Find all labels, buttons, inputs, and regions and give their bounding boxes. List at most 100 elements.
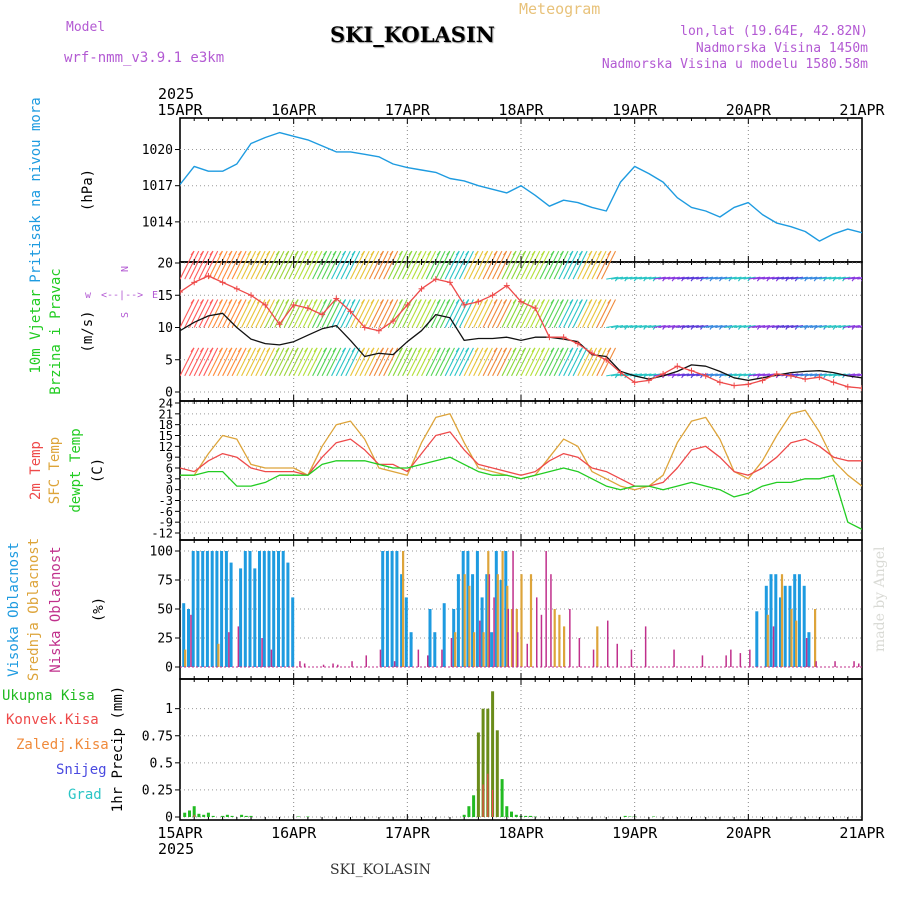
wind-arrowhead <box>190 299 195 304</box>
total-precip-bar <box>514 814 518 817</box>
wind-arrow <box>724 276 737 280</box>
wind-arrow <box>648 276 661 280</box>
wind-arrow <box>511 299 527 328</box>
wind-arrow <box>241 347 257 377</box>
y-tick-label: 15 <box>159 429 173 443</box>
wind-arrow <box>435 347 451 377</box>
wind-arrowhead <box>541 250 545 256</box>
wind-arrowhead <box>256 347 261 353</box>
wind-arrow <box>677 373 690 377</box>
wind-arrow <box>710 324 723 329</box>
wind-arrow <box>515 250 531 280</box>
wind-arrow <box>425 250 441 280</box>
wind-arrow <box>406 347 422 377</box>
wind-arrow <box>544 250 560 280</box>
low-cloud-bar <box>545 551 547 667</box>
wind-arrow <box>203 250 219 280</box>
wind-arrow <box>610 276 624 280</box>
high-cloud-bar <box>755 611 759 667</box>
wind-arrow <box>601 299 617 328</box>
wind-arrowhead <box>304 347 309 353</box>
mid-cloud-bar <box>482 632 485 667</box>
wind-arrow <box>421 299 437 328</box>
wind-arrow <box>416 347 432 377</box>
wind-arrow <box>236 250 252 280</box>
date-label-bottom: 21APR <box>839 824 885 842</box>
total-precip-bar <box>481 708 485 817</box>
wind-arrow <box>767 276 780 280</box>
wind-arrow <box>762 324 775 329</box>
total-precip-bar <box>524 815 528 817</box>
wind-arrow <box>297 299 313 328</box>
wind-arrow <box>828 276 841 280</box>
wind-arrow <box>321 347 337 377</box>
wind-arrow <box>307 250 323 280</box>
wind-arrowhead <box>200 250 204 256</box>
wind-arrow <box>553 299 569 328</box>
wind-arrow <box>634 276 647 280</box>
total-precip-bar <box>211 815 215 817</box>
wind-arrow <box>274 250 290 280</box>
model-label: Model <box>66 20 106 35</box>
y-tick-label: 9 <box>166 451 173 465</box>
wind-arrowhead <box>503 299 508 304</box>
wind-arrow <box>757 373 770 377</box>
wind-arrow <box>715 276 728 280</box>
wind-arrowhead <box>465 250 470 256</box>
station-title: SKI_KOLASIN <box>330 22 495 47</box>
mid-cloud-bar <box>468 585 471 667</box>
wind-arrow <box>639 373 652 377</box>
high-cloud-bar <box>442 603 446 667</box>
wind-arrow <box>606 373 619 377</box>
wind-arrowhead <box>559 299 564 304</box>
total-precip-bar <box>244 815 248 817</box>
wind-arrow <box>492 347 508 377</box>
low-cloud-bar <box>630 649 633 667</box>
wind-arrow <box>326 347 342 377</box>
wind-arrow <box>724 324 737 329</box>
wind-arrowhead <box>361 250 365 256</box>
low-cloud-bar <box>805 638 808 667</box>
wind-arrow <box>781 276 794 280</box>
low-cloud-bar <box>550 574 552 667</box>
high-cloud-bar <box>267 551 271 667</box>
wind-arrow <box>340 347 356 377</box>
wind-arrow <box>577 250 593 280</box>
wind-arrow <box>606 276 619 280</box>
wind-arrow <box>406 299 422 328</box>
wind-arrow <box>567 347 583 377</box>
y-tick-label: 0.75 <box>142 729 173 744</box>
wind-arrowhead <box>342 347 346 353</box>
total-precip-bar <box>188 810 191 817</box>
wind-arrow <box>762 276 775 280</box>
low-cloud-bar <box>493 597 495 667</box>
wind-arrow <box>444 250 460 280</box>
wind-arrow <box>814 373 827 377</box>
wind-arrowhead <box>484 347 489 353</box>
wind-arrowhead <box>408 250 413 256</box>
wind-arrow <box>596 299 612 328</box>
wind-arrow <box>548 347 564 377</box>
wind-arrow <box>458 347 474 377</box>
mid-cloud-bar <box>510 609 514 667</box>
wind-arrow <box>610 373 624 377</box>
wind-arrow <box>454 250 470 280</box>
wind-arrow <box>283 299 299 328</box>
wind-arrow <box>368 299 384 328</box>
wind-arrowhead <box>294 347 299 353</box>
year-label-bottom: 2025 <box>158 840 194 858</box>
low-cloud-bar <box>365 655 367 667</box>
wind-arrow <box>748 276 761 280</box>
y-tick-label: 0 <box>165 661 173 676</box>
wind-arrow <box>180 299 195 328</box>
wind-arrow <box>411 250 427 280</box>
wind-arrowhead <box>427 250 432 256</box>
wind-arrow <box>577 299 593 328</box>
wind-arrow <box>591 299 607 328</box>
high-cloud-bar <box>215 551 219 667</box>
wind-arrow <box>743 276 756 280</box>
high-cloud-bar <box>404 597 408 667</box>
wind-arrow <box>368 250 384 280</box>
wind-arrow <box>805 276 818 280</box>
total-precip-bar <box>192 806 196 817</box>
